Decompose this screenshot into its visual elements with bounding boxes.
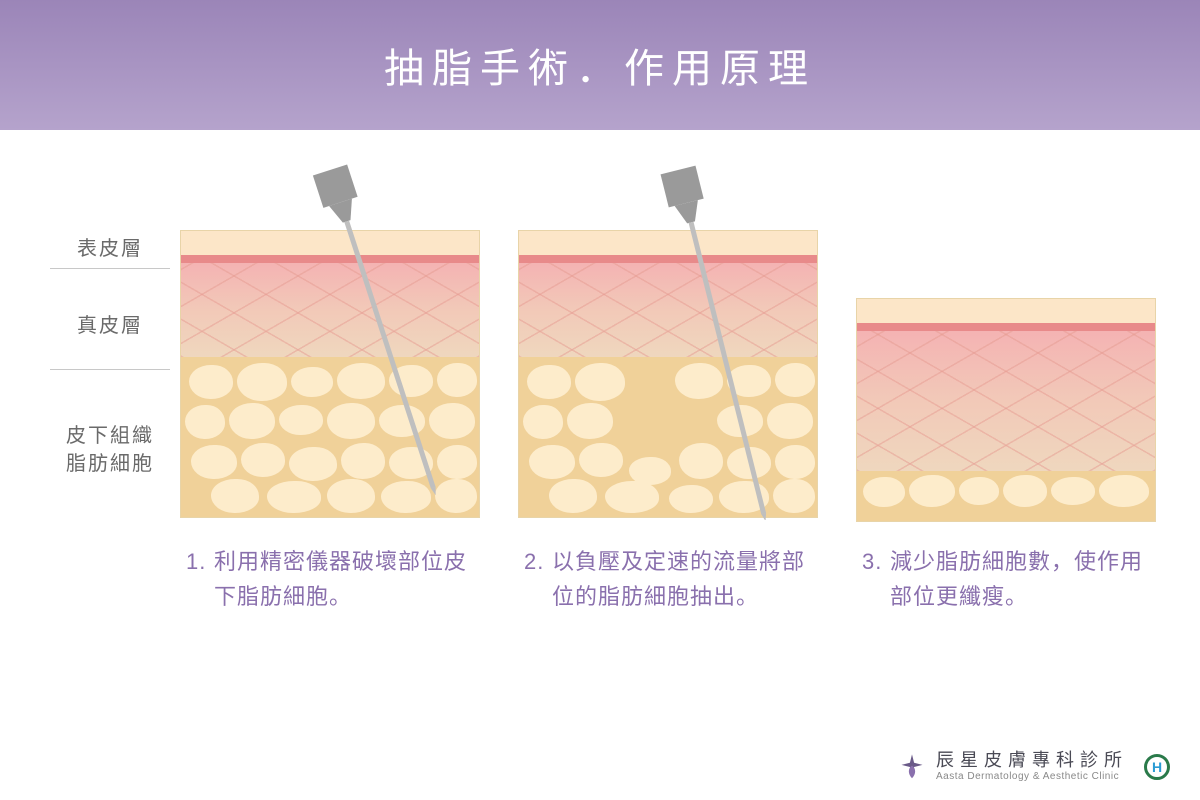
fat-cell	[549, 479, 597, 513]
fat-cell	[775, 445, 815, 479]
fat-cell	[191, 445, 237, 479]
fat-cell	[727, 365, 771, 397]
panel-step-3: 3.減少脂肪細胞數，使作用部位更纖瘦。	[856, 170, 1156, 614]
fat-cell	[863, 477, 905, 507]
fat-cell	[289, 447, 337, 481]
panels-row: 1.利用精密儀器破壞部位皮下脂肪細胞。 2.以負壓及定速的流量將部位的脂肪細胞抽出…	[180, 170, 1156, 614]
layer-labels: 表皮層 真皮層 皮下組織 脂肪細胞	[50, 230, 170, 510]
skin-cross-section	[518, 230, 818, 518]
fat-cell	[727, 447, 771, 479]
subcutaneous-layer	[519, 357, 817, 517]
fat-cell	[241, 443, 285, 477]
fat-cell	[1003, 475, 1047, 507]
label-subcutaneous: 皮下組織 脂肪細胞	[50, 390, 170, 510]
epidermis-layer	[519, 231, 817, 255]
fat-cell	[279, 405, 323, 435]
caption-text: 以負壓及定速的流量將部位的脂肪細胞抽出。	[552, 544, 812, 614]
fat-cell	[337, 363, 385, 399]
caption-number: 2.	[524, 544, 552, 579]
fat-cell	[437, 445, 477, 479]
panel-step-2: 2.以負壓及定速的流量將部位的脂肪細胞抽出。	[518, 170, 818, 614]
content-area: 表皮層 真皮層 皮下組織 脂肪細胞 1.利用精密儀器破壞部位皮下脂肪細胞。 2.以…	[0, 130, 1200, 670]
fat-cell	[717, 405, 763, 437]
fat-cell	[211, 479, 259, 513]
fat-cell	[579, 443, 623, 477]
panel-step-1: 1.利用精密儀器破壞部位皮下脂肪細胞。	[180, 170, 480, 614]
fat-cell	[327, 479, 375, 513]
dermis-layer	[857, 331, 1155, 471]
fat-cell	[341, 443, 385, 479]
fat-cell	[189, 365, 233, 399]
fat-cell	[429, 403, 475, 439]
fat-cell	[389, 365, 433, 397]
dermis-layer	[181, 263, 479, 357]
label-epidermis: 表皮層	[50, 230, 170, 268]
basal-line	[857, 323, 1155, 331]
fat-cell	[605, 481, 659, 513]
fat-cell	[719, 481, 769, 513]
fat-cell	[185, 405, 225, 439]
fat-cell	[229, 403, 275, 439]
panel-caption: 2.以負壓及定速的流量將部位的脂肪細胞抽出。	[518, 544, 818, 614]
skin-cross-section	[856, 298, 1156, 522]
fat-cell	[291, 367, 333, 397]
epidermis-layer	[857, 299, 1155, 323]
fat-cell	[909, 475, 955, 507]
fat-cell	[567, 403, 613, 439]
fat-cell	[575, 363, 625, 401]
caption-text: 利用精密儀器破壞部位皮下脂肪細胞。	[214, 544, 474, 614]
fat-cell	[767, 403, 813, 439]
clinic-logo-icon	[898, 753, 926, 781]
subcutaneous-layer	[181, 357, 479, 517]
dermis-layer	[519, 263, 817, 357]
caption-number: 1.	[186, 544, 214, 579]
subcutaneous-layer	[857, 471, 1155, 521]
fat-cell	[675, 363, 723, 399]
skin-cross-section	[180, 230, 480, 518]
fat-cell	[1099, 475, 1149, 507]
fat-cell	[775, 363, 815, 397]
clinic-name-en: Aasta Dermatology & Aesthetic Clinic	[936, 771, 1128, 782]
fat-cell	[959, 477, 999, 505]
fat-cell	[669, 485, 713, 513]
fat-cell	[527, 365, 571, 399]
footer: 辰星皮膚專科診所 Aasta Dermatology & Aesthetic C…	[898, 751, 1170, 782]
fat-cell	[327, 403, 375, 439]
fat-cell	[381, 481, 431, 513]
fat-cell	[237, 363, 287, 401]
accreditation-badge-icon: H	[1144, 754, 1170, 780]
fat-cell	[435, 479, 477, 513]
header-banner: 抽脂手術．作用原理	[0, 0, 1200, 130]
label-divider	[50, 369, 170, 370]
fat-cell	[389, 447, 433, 479]
fat-cell	[379, 405, 425, 437]
fat-cell	[679, 443, 723, 479]
clinic-name-cn: 辰星皮膚專科診所	[936, 751, 1128, 771]
fat-cell	[267, 481, 321, 513]
basal-line	[519, 255, 817, 263]
basal-line	[181, 255, 479, 263]
panel-caption: 1.利用精密儀器破壞部位皮下脂肪細胞。	[180, 544, 480, 614]
footer-text: 辰星皮膚專科診所 Aasta Dermatology & Aesthetic C…	[936, 751, 1128, 782]
caption-text: 減少脂肪細胞數，使作用部位更纖瘦。	[890, 544, 1150, 614]
fat-cell	[773, 479, 815, 513]
caption-number: 3.	[862, 544, 890, 579]
fat-cell	[437, 363, 477, 397]
label-dermis: 真皮層	[50, 283, 170, 369]
page-title: 抽脂手術．作用原理	[384, 36, 816, 94]
fat-cell	[1051, 477, 1095, 505]
fat-cell	[529, 445, 575, 479]
epidermis-layer	[181, 231, 479, 255]
panel-caption: 3.減少脂肪細胞數，使作用部位更纖瘦。	[856, 544, 1156, 614]
fat-cell	[523, 405, 563, 439]
label-divider	[50, 268, 170, 269]
